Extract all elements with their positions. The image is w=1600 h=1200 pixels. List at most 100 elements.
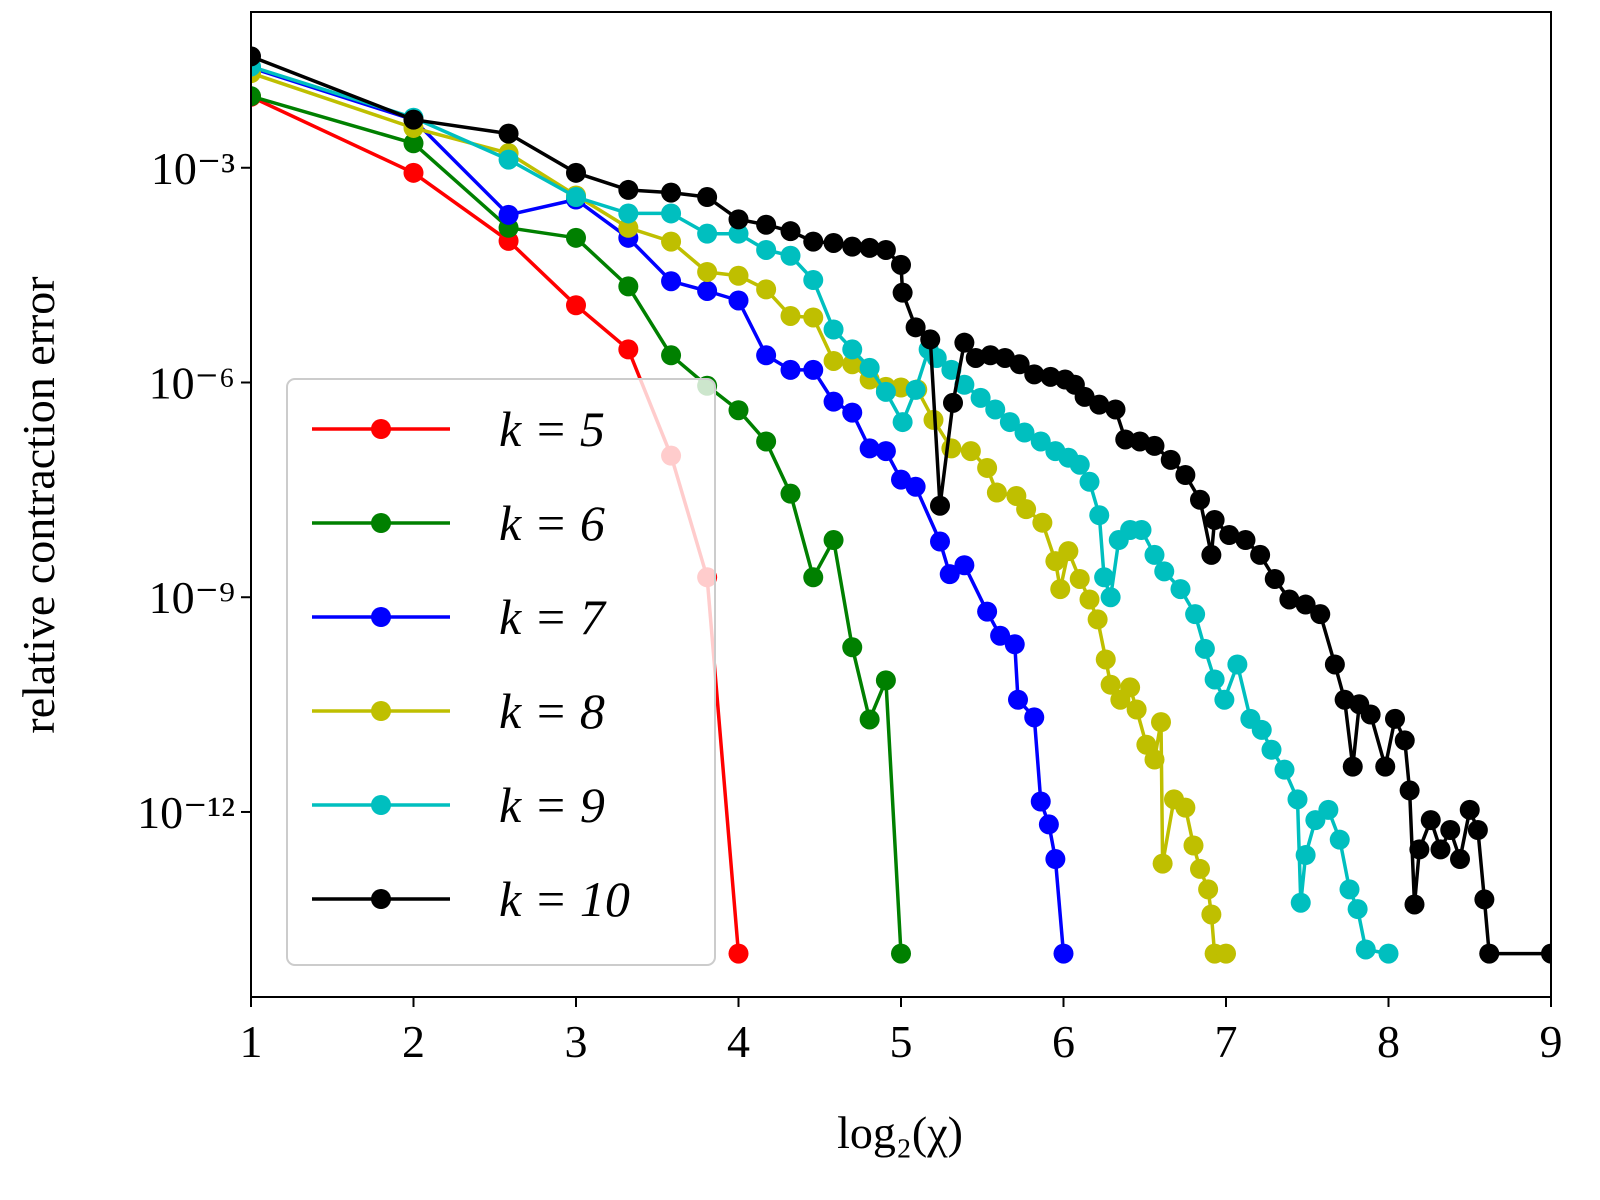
data-point — [1290, 892, 1311, 913]
data-point — [891, 377, 911, 398]
data-point — [1094, 567, 1115, 588]
data-point — [875, 670, 896, 691]
data-point — [803, 359, 824, 380]
data-point — [1050, 579, 1071, 600]
data-point — [892, 282, 913, 303]
data-point — [780, 305, 801, 326]
data-point — [823, 319, 844, 340]
data-point — [1479, 943, 1500, 964]
data-point — [1214, 689, 1235, 710]
data-point — [1089, 505, 1110, 526]
data-point — [498, 204, 519, 225]
x-tick-label: 8 — [1377, 1016, 1400, 1067]
data-point — [905, 476, 926, 497]
data-point — [986, 482, 1007, 503]
data-point — [1014, 422, 1035, 443]
data-point — [1360, 704, 1381, 725]
legend-marker — [371, 701, 391, 721]
data-point — [875, 441, 896, 462]
data-point — [1151, 712, 1171, 733]
data-point — [823, 350, 844, 371]
legend-label: k = 8 — [499, 683, 605, 739]
data-point — [930, 495, 950, 516]
data-point — [1175, 465, 1196, 486]
data-point — [905, 317, 926, 338]
data-point — [823, 232, 844, 253]
data-point — [1120, 677, 1141, 698]
data-point — [1355, 939, 1376, 960]
data-point — [954, 374, 975, 395]
data-point — [1274, 759, 1295, 780]
x-tick-label: 5 — [890, 1016, 913, 1067]
data-point — [618, 203, 639, 224]
data-point — [1318, 799, 1339, 820]
data-point — [1430, 839, 1451, 860]
data-point — [661, 182, 682, 203]
data-point — [1160, 449, 1181, 470]
data-point — [661, 203, 682, 224]
data-point — [905, 379, 926, 400]
data-point — [498, 123, 519, 144]
data-point — [1024, 707, 1045, 728]
data-point — [1420, 810, 1441, 831]
data-point — [1185, 604, 1206, 625]
data-point — [728, 265, 749, 286]
data-point — [842, 236, 863, 257]
data-point — [1016, 499, 1037, 520]
data-point — [1008, 689, 1028, 710]
data-point — [728, 400, 749, 421]
data-point — [1032, 512, 1053, 533]
data-point — [1144, 544, 1165, 565]
data-point — [1030, 431, 1051, 452]
data-point — [1105, 399, 1126, 420]
data-point — [697, 223, 718, 244]
data-point — [697, 261, 718, 282]
data-point — [618, 179, 639, 200]
data-point — [1087, 609, 1108, 630]
data-point — [1250, 544, 1271, 565]
data-point — [1324, 654, 1345, 675]
data-point — [1295, 594, 1316, 615]
legend-marker — [371, 889, 391, 909]
data-point — [1024, 364, 1045, 385]
data-point — [566, 295, 586, 316]
legend-label: k = 10 — [499, 871, 630, 927]
data-point — [618, 217, 639, 238]
data-point — [1219, 525, 1240, 546]
data-point — [1310, 604, 1331, 625]
data-point — [941, 438, 962, 459]
data-point — [1030, 791, 1051, 812]
x-tick-label: 6 — [1052, 1016, 1075, 1067]
data-point — [1152, 853, 1173, 874]
data-point — [941, 359, 962, 380]
data-point — [1004, 634, 1025, 655]
data-point — [842, 354, 863, 375]
data-point — [756, 214, 777, 235]
data-point — [728, 290, 749, 311]
data-point — [859, 438, 880, 459]
data-point — [875, 239, 896, 260]
data-point — [1347, 899, 1368, 920]
data-point — [566, 227, 586, 248]
y-tick-label: 10⁻⁹ — [149, 572, 235, 623]
data-point — [1235, 530, 1256, 551]
data-point — [661, 271, 682, 292]
data-point — [977, 457, 998, 478]
data-point — [803, 307, 824, 328]
data-point — [661, 345, 682, 366]
x-tick-label: 2 — [402, 1016, 425, 1067]
data-point — [842, 402, 863, 423]
data-point — [1170, 579, 1191, 600]
data-point — [1329, 829, 1350, 850]
legend-marker — [371, 607, 391, 627]
data-point — [954, 555, 975, 576]
data-point — [566, 187, 586, 208]
data-point — [1198, 879, 1219, 900]
data-point — [891, 254, 911, 275]
data-point — [1474, 889, 1495, 910]
data-point — [1201, 544, 1222, 565]
data-point — [1144, 749, 1165, 770]
data-point — [960, 441, 981, 462]
plot-frame — [250, 11, 1552, 998]
data-point — [803, 270, 824, 291]
